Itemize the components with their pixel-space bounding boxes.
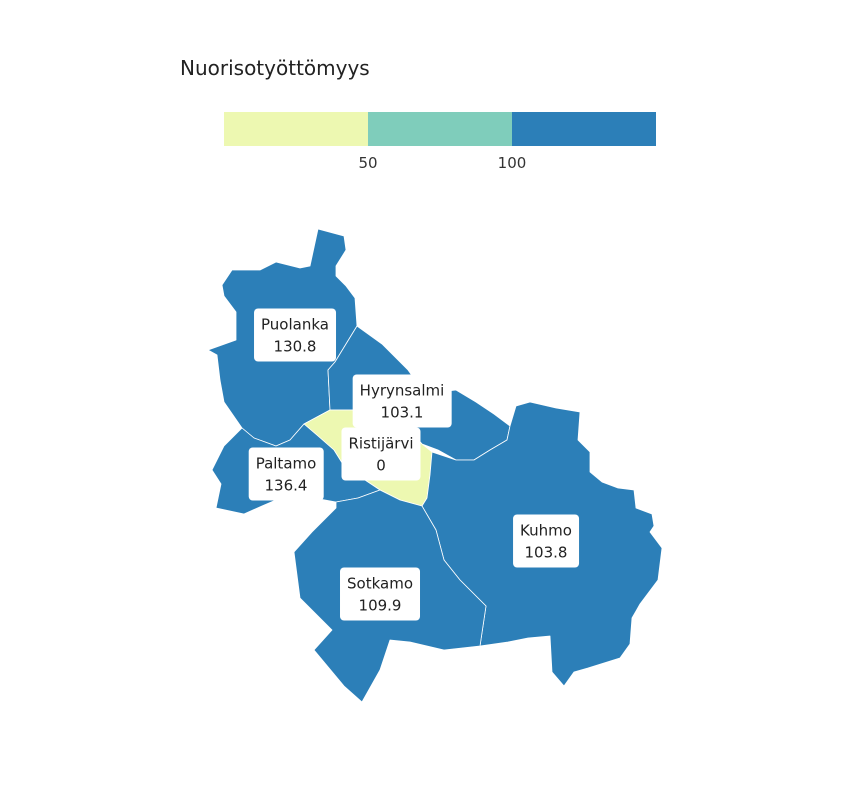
- region-name: Puolanka: [261, 315, 329, 334]
- region-value: 130.8: [273, 337, 317, 356]
- legend-segment-high: [512, 112, 656, 146]
- label-sotkamo: Sotkamo 109.9: [340, 567, 420, 621]
- label-puolanka: Puolanka 130.8: [254, 308, 336, 362]
- label-paltamo: Paltamo 136.4: [248, 447, 324, 501]
- legend-segment-low: [224, 112, 368, 146]
- region-name: Paltamo: [255, 454, 317, 473]
- label-kuhmo: Kuhmo 103.8: [513, 514, 579, 568]
- legend-title: Nuorisotyöttömyys: [180, 56, 370, 80]
- legend-tick-50: 50: [358, 154, 378, 172]
- region-name: Sotkamo: [347, 574, 413, 593]
- region-value: 136.4: [264, 476, 308, 495]
- region-value: 0: [376, 456, 386, 475]
- region-name: Hyrynsalmi: [359, 381, 445, 400]
- legend-tick-100: 100: [497, 154, 527, 172]
- region-name: Kuhmo: [520, 521, 572, 540]
- label-ristijarvi: Ristijärvi 0: [341, 427, 421, 481]
- region-value: 109.9: [358, 596, 402, 615]
- region-name: Ristijärvi: [348, 434, 414, 453]
- region-value: 103.1: [380, 403, 424, 422]
- label-hyrynsalmi: Hyrynsalmi 103.1: [352, 374, 452, 428]
- legend-segment-mid: [368, 112, 512, 146]
- color-legend-bar: [224, 112, 656, 146]
- region-value: 103.8: [524, 543, 568, 562]
